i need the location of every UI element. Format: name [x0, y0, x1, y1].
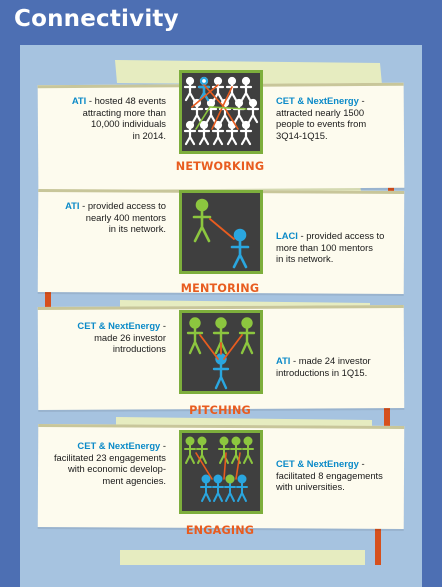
section-label-pitching: PITCHING — [189, 404, 251, 417]
section-label-mentoring: MENTORING — [180, 282, 260, 295]
section-label-networking: NETWORKING — [175, 160, 265, 173]
crowd-network-icon — [179, 70, 263, 154]
page-title: Connectivity — [14, 6, 179, 32]
section-label-engaging: ENGAGING — [185, 524, 255, 537]
pitching-right-text: ATI - made 24 investor introductions in … — [276, 355, 371, 378]
pitching-left-text: CET & NextEnergy - made 26 investor intr… — [77, 320, 166, 354]
engagement-groups-icon — [179, 430, 263, 514]
networking-right-text: CET & NextEnergy - attracted nearly 1500… — [276, 95, 367, 141]
networking-left-text: ATI - hosted 48 events attracting more t… — [71, 95, 166, 141]
mentoring-left-text: ATI - provided access to nearly 400 ment… — [65, 200, 166, 234]
mentoring-right-text: LACI - provided access to more than 100 … — [276, 230, 385, 264]
mentor-pair-icon — [179, 190, 263, 274]
engaging-right-text: CET & NextEnergy - facilitated 8 engagem… — [276, 458, 383, 492]
engaging-left-text: CET & NextEnergy - facilitated 23 engage… — [53, 440, 166, 486]
investor-pitch-icon — [179, 310, 263, 394]
